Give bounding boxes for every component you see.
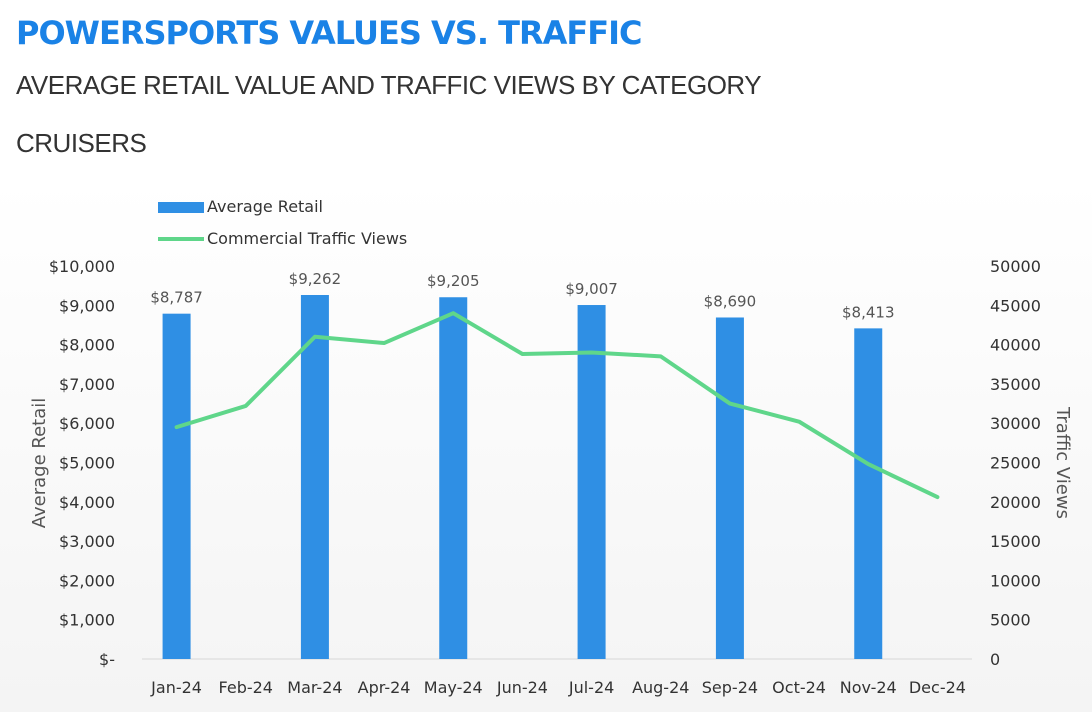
legend-swatch-average-retail (158, 202, 204, 213)
y-right-tick-label: 0 (990, 650, 1000, 669)
bar-data-label: $9,007 (565, 280, 618, 298)
bar (715, 317, 744, 659)
y-right-tick-label: 15000 (990, 532, 1041, 551)
x-tick-label: Feb-24 (219, 678, 273, 697)
x-tick-label: Jul-24 (568, 678, 614, 697)
x-axis: Jan-24 Feb-24 Mar-24 Apr-24 May-24 Jun-24 Jul-… (150, 678, 966, 697)
y-left-tick-label: $1,000 (59, 611, 115, 630)
x-tick-label: Jan-24 (150, 678, 202, 697)
bar-data-label: $9,205 (427, 272, 480, 290)
page-title: POWERSPORTS VALUES VS. TRAFFIC (16, 14, 642, 52)
line-series (174, 311, 940, 500)
bar-data-label: $8,690 (704, 292, 757, 310)
y-right-tick-label: 50000 (990, 257, 1041, 276)
y-left-tick-label: $9,000 (59, 296, 115, 315)
bar (854, 328, 883, 659)
combo-chart: Average Retail Commercial Traffic Views … (29, 197, 1073, 697)
x-tick-label: Aug-24 (632, 678, 689, 697)
y-left-tick-label: $6,000 (59, 414, 115, 433)
y-axis-right: 0 5000 10000 15000 20000 25000 30000 35000 40000… (990, 257, 1041, 669)
y-axis-left: $- $1,000 $2,000 $3,000 $4,000 $5,000 $6,000 $7… (49, 257, 115, 669)
y-right-tick-label: 35000 (990, 375, 1041, 394)
x-tick-label: Mar-24 (287, 678, 342, 697)
y-axis-right-title: Traffic Views (1052, 406, 1073, 519)
y-right-tick-label: 10000 (990, 571, 1041, 590)
x-tick-label: Oct-24 (772, 678, 826, 697)
y-axis-left-title: Average Retail (29, 398, 50, 529)
bar-data-label: $9,262 (289, 270, 342, 288)
legend-label-average-retail: Average Retail (207, 197, 323, 216)
bar (300, 295, 329, 659)
y-left-tick-label: $7,000 (59, 375, 115, 394)
y-left-tick-label: $10,000 (49, 257, 115, 276)
y-right-tick-label: 45000 (990, 296, 1041, 315)
y-right-tick-label: 25000 (990, 454, 1041, 473)
y-left-tick-label: $4,000 (59, 493, 115, 512)
bar-data-labels: $8,787 $9,262 $9,205 $9,007 $8,690 $8,413 (150, 270, 894, 321)
x-tick-label: Dec-24 (909, 678, 966, 697)
y-left-tick-label: $8,000 (59, 336, 115, 355)
y-right-tick-label: 5000 (990, 611, 1031, 630)
bar (577, 305, 606, 659)
legend-label-traffic-views: Commercial Traffic Views (207, 229, 407, 248)
x-tick-label: Sep-24 (702, 678, 758, 697)
category-heading: CRUISERS (16, 128, 147, 158)
x-tick-label: Jun-24 (496, 678, 548, 697)
bar-data-label: $8,413 (842, 303, 895, 321)
legend: Average Retail Commercial Traffic Views (158, 197, 407, 248)
y-right-tick-label: 20000 (990, 493, 1041, 512)
y-right-tick-label: 30000 (990, 414, 1041, 433)
x-tick-label: Nov-24 (840, 678, 897, 697)
y-left-tick-label: $2,000 (59, 571, 115, 590)
y-left-tick-label: $3,000 (59, 532, 115, 551)
x-tick-label: Apr-24 (358, 678, 411, 697)
chart-panel: Average Retail Commercial Traffic Views … (0, 180, 1092, 712)
x-tick-label: May-24 (424, 678, 483, 697)
page-subtitle: AVERAGE RETAIL VALUE AND TRAFFIC VIEWS B… (16, 70, 762, 100)
bar (162, 313, 191, 659)
y-left-tick-label: $- (99, 650, 115, 669)
bar-series (162, 295, 883, 659)
y-right-tick-label: 40000 (990, 336, 1041, 355)
y-left-tick-label: $5,000 (59, 454, 115, 473)
bar (439, 297, 468, 659)
bar-data-label: $8,787 (150, 289, 203, 307)
traffic-views-line (174, 311, 940, 500)
